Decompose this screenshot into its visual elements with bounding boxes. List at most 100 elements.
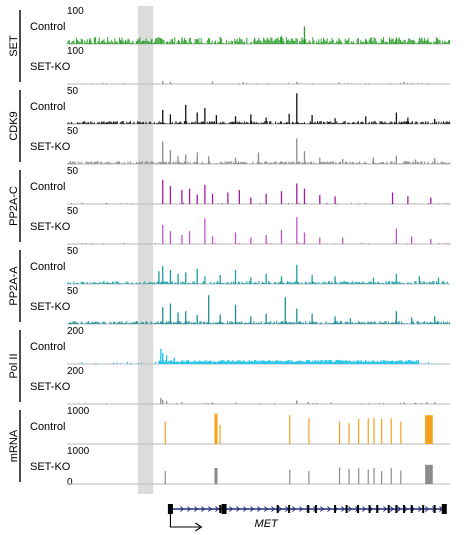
gene-name: MET [255, 518, 280, 530]
track-scale: 1000 [67, 446, 90, 457]
track-label: Control [30, 341, 65, 353]
signal-block [289, 415, 291, 444]
signal-block [367, 469, 369, 484]
track-pp2a-a-set-ko: SET-KO 50 [30, 286, 451, 325]
track-label: Control [30, 261, 65, 273]
tracks: Control100SET-KO100Control50SET-KO50Cont… [30, 6, 451, 488]
track-scale: 200 [67, 366, 84, 377]
gene-exon [345, 505, 348, 513]
signal-block [390, 418, 392, 444]
gene-exon [334, 505, 337, 513]
strand-arrow [243, 506, 248, 512]
track-label: Control [30, 181, 65, 193]
signal-block [400, 421, 402, 444]
signal-block [390, 468, 392, 484]
strand-arrow [187, 506, 192, 512]
tss-arrowhead [195, 522, 203, 532]
signal-block [338, 467, 341, 484]
group-labels: SET CDK9 PP2A-C PP2A-A Pol II mRNA [8, 10, 21, 482]
strand-arrow [404, 506, 409, 512]
gene-model: MET [167, 504, 447, 532]
group-label: CDK9 [8, 111, 20, 140]
track-scale: 100 [67, 46, 84, 57]
track-scale: 100 [67, 6, 84, 17]
signal-block [373, 468, 375, 484]
signal-block [381, 471, 383, 484]
track-scale: 50 [67, 86, 79, 97]
gene-exon [376, 505, 379, 513]
strand-arrow [208, 506, 213, 512]
signal-block [348, 468, 350, 484]
signal-block [214, 413, 218, 444]
gene-exon [276, 505, 279, 513]
signal-block [214, 468, 218, 484]
strand-arrow [383, 506, 388, 512]
track-scale: 50 [67, 206, 79, 217]
strand-arrow [418, 506, 423, 512]
signal-block [348, 423, 350, 444]
strand-arrow [250, 506, 255, 512]
gene-exon [433, 505, 436, 513]
group-label: mRNA [8, 429, 20, 462]
strand-arrow [229, 506, 234, 512]
track-label: Control [30, 21, 65, 33]
signal-block [400, 470, 402, 484]
strand-arrow [341, 506, 346, 512]
track-label: SET-KO [30, 461, 71, 473]
strand-arrow [348, 506, 353, 512]
track-label: SET-KO [30, 141, 71, 153]
strand-arrow [278, 506, 283, 512]
group-label: PP2A-A [8, 266, 20, 306]
track-label: SET-KO [30, 61, 71, 73]
signal-block [164, 471, 166, 484]
gene-exon [441, 504, 447, 514]
strand-arrow [425, 506, 430, 512]
track-polii-set-ko: SET-KO 200 [30, 366, 450, 405]
gene-exon [219, 505, 222, 513]
gene-exon [357, 505, 360, 513]
signal-block [219, 424, 221, 444]
strand-arrow [292, 506, 297, 512]
gene-exon [314, 505, 317, 513]
gene-exon [387, 505, 390, 513]
signal-block [381, 419, 383, 444]
strand-arrow [257, 506, 262, 512]
track-scale: 50 [67, 166, 79, 177]
gene-exon [410, 505, 413, 513]
strand-arrow [201, 506, 206, 512]
strand-arrow [327, 506, 332, 512]
strand-arrow [180, 506, 185, 512]
signal-block [289, 469, 291, 484]
signal-block [338, 421, 341, 444]
gene-exon [167, 504, 173, 514]
track-label: Control [30, 421, 65, 433]
signal-block [308, 418, 310, 444]
track-scale-min: 0 [67, 477, 73, 488]
group-label: SET [8, 35, 20, 57]
signal-block [358, 468, 360, 484]
track-scale: 200 [67, 326, 84, 337]
gene-exon [422, 505, 425, 513]
signal-block [373, 417, 375, 444]
highlight-region [137, 6, 154, 494]
strand-arrow [362, 506, 367, 512]
signal-block [164, 421, 166, 444]
gene-exon [368, 505, 371, 513]
strand-arrow [236, 506, 241, 512]
track-scale: 50 [67, 286, 79, 297]
signal-block [358, 419, 360, 444]
track-label: SET-KO [30, 301, 71, 313]
track-scale: 50 [67, 126, 79, 137]
strand-arrow [194, 506, 199, 512]
track-pp2a-c-set-ko: SET-KO 50 [30, 206, 450, 245]
gene-exon [403, 505, 406, 513]
track-scale: 1000 [67, 406, 90, 417]
track-label: Control [30, 101, 65, 113]
strand-arrow [264, 506, 269, 512]
